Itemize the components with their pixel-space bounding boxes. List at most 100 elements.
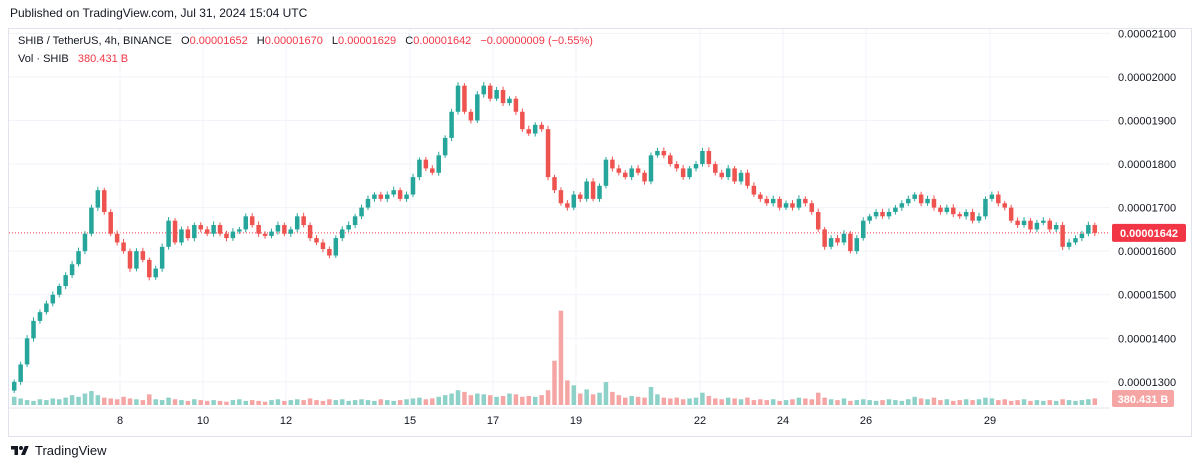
volume-label[interactable]: Vol · SHIB <box>18 53 69 65</box>
brand-label: TradingView <box>35 443 107 458</box>
volume-bar <box>385 400 390 405</box>
change-value: −0.00000009 (−0.55%) <box>480 35 593 47</box>
candle-body <box>951 207 956 215</box>
y-tick-label: 0.00001400 <box>1118 333 1176 345</box>
footer-brand[interactable]: TradingView <box>10 443 107 458</box>
candle-body <box>385 194 390 199</box>
volume-bar <box>282 400 287 405</box>
candle-body <box>172 220 178 243</box>
tradingview-logo-icon <box>11 445 29 455</box>
candle-body <box>912 194 917 199</box>
candle-body <box>282 225 287 234</box>
volume-bar <box>803 398 808 405</box>
y-tick-label: 0.00002000 <box>1118 72 1176 84</box>
volume-bar <box>475 393 480 405</box>
candle-body <box>333 238 339 256</box>
volume-bar <box>102 397 107 405</box>
volume-bar <box>56 399 62 405</box>
volume-bar <box>230 400 236 405</box>
candle-body <box>661 150 667 156</box>
x-tick-label: 8 <box>117 415 123 427</box>
candle-body <box>56 286 62 295</box>
volume-bar <box>507 393 512 405</box>
candle-body <box>44 303 49 313</box>
candle-body <box>963 211 969 217</box>
candle-body <box>738 172 744 182</box>
volume-bar <box>243 400 249 405</box>
candle-body <box>860 220 866 239</box>
candle-body <box>1079 233 1085 239</box>
candle-body <box>140 251 146 260</box>
candle-body <box>114 233 120 243</box>
candle-body <box>314 238 319 243</box>
volume-bar <box>770 399 776 405</box>
volume-bar <box>603 382 609 405</box>
candle-body <box>507 98 512 104</box>
volume-bar <box>1092 398 1098 405</box>
volume-bar <box>668 398 673 405</box>
candle-body <box>82 233 88 252</box>
volume-bar <box>951 400 956 405</box>
volume-bar <box>815 392 821 405</box>
candle-body <box>378 194 384 199</box>
candle-body <box>243 216 249 230</box>
volume-bar <box>44 400 49 405</box>
volume-bar <box>192 399 197 405</box>
volume-bar <box>532 396 538 405</box>
candle-body <box>24 338 30 365</box>
volume-bar <box>481 394 486 405</box>
volume-bar <box>828 399 834 405</box>
price-labels: 0.00001642 380.431 B <box>1112 223 1186 407</box>
volume-bar <box>693 397 699 405</box>
candle-body <box>623 172 628 178</box>
volume-bar <box>873 400 879 405</box>
volume-bar <box>513 394 519 405</box>
volume-bar <box>931 397 937 405</box>
volume-bar <box>339 399 345 405</box>
candle-body <box>1066 242 1072 247</box>
volume-bar <box>822 397 827 405</box>
volume-bar <box>886 399 892 405</box>
y-tick-label: 0.00001300 <box>1118 377 1176 389</box>
grid-lines <box>9 29 1110 408</box>
x-tick-label: 29 <box>984 415 996 427</box>
candle-body <box>848 233 853 252</box>
candle-body <box>159 246 165 269</box>
volume-bar <box>558 310 564 405</box>
volume-bar <box>442 395 448 405</box>
candle-body <box>700 150 705 165</box>
symbol-label[interactable]: SHIB / TetherUS, 4h, BINANCE <box>18 35 172 47</box>
candle-body <box>886 211 892 217</box>
candle-body <box>237 229 242 232</box>
candle-body <box>938 207 943 212</box>
candle-body <box>198 225 203 230</box>
candle-body <box>102 190 107 212</box>
candle-body <box>880 211 885 217</box>
volume-bar <box>294 399 300 405</box>
volume-bar <box>648 386 654 405</box>
candle-body <box>674 164 679 169</box>
volume-bar <box>944 399 950 405</box>
candle-body <box>635 168 641 173</box>
volume-bar <box>352 400 358 405</box>
x-tick-label: 24 <box>777 415 789 427</box>
candle-body <box>327 248 332 256</box>
volume-bar <box>127 398 133 405</box>
candle-body <box>365 198 371 208</box>
volume-bar <box>545 390 551 405</box>
volume-bar <box>89 391 94 405</box>
candle-body <box>127 251 133 269</box>
candle-body <box>1008 207 1014 221</box>
volume-bar <box>455 390 461 405</box>
close-value: 0.00001642 <box>413 35 472 47</box>
candle-body <box>796 198 802 208</box>
candle-body <box>841 233 847 243</box>
volume-bar <box>655 394 660 405</box>
volume-bar <box>159 400 165 405</box>
candle-body <box>397 190 403 199</box>
candle-body <box>513 98 519 112</box>
volume-bar <box>462 391 467 405</box>
volume-bar <box>359 399 364 405</box>
volume-bar <box>938 400 943 405</box>
